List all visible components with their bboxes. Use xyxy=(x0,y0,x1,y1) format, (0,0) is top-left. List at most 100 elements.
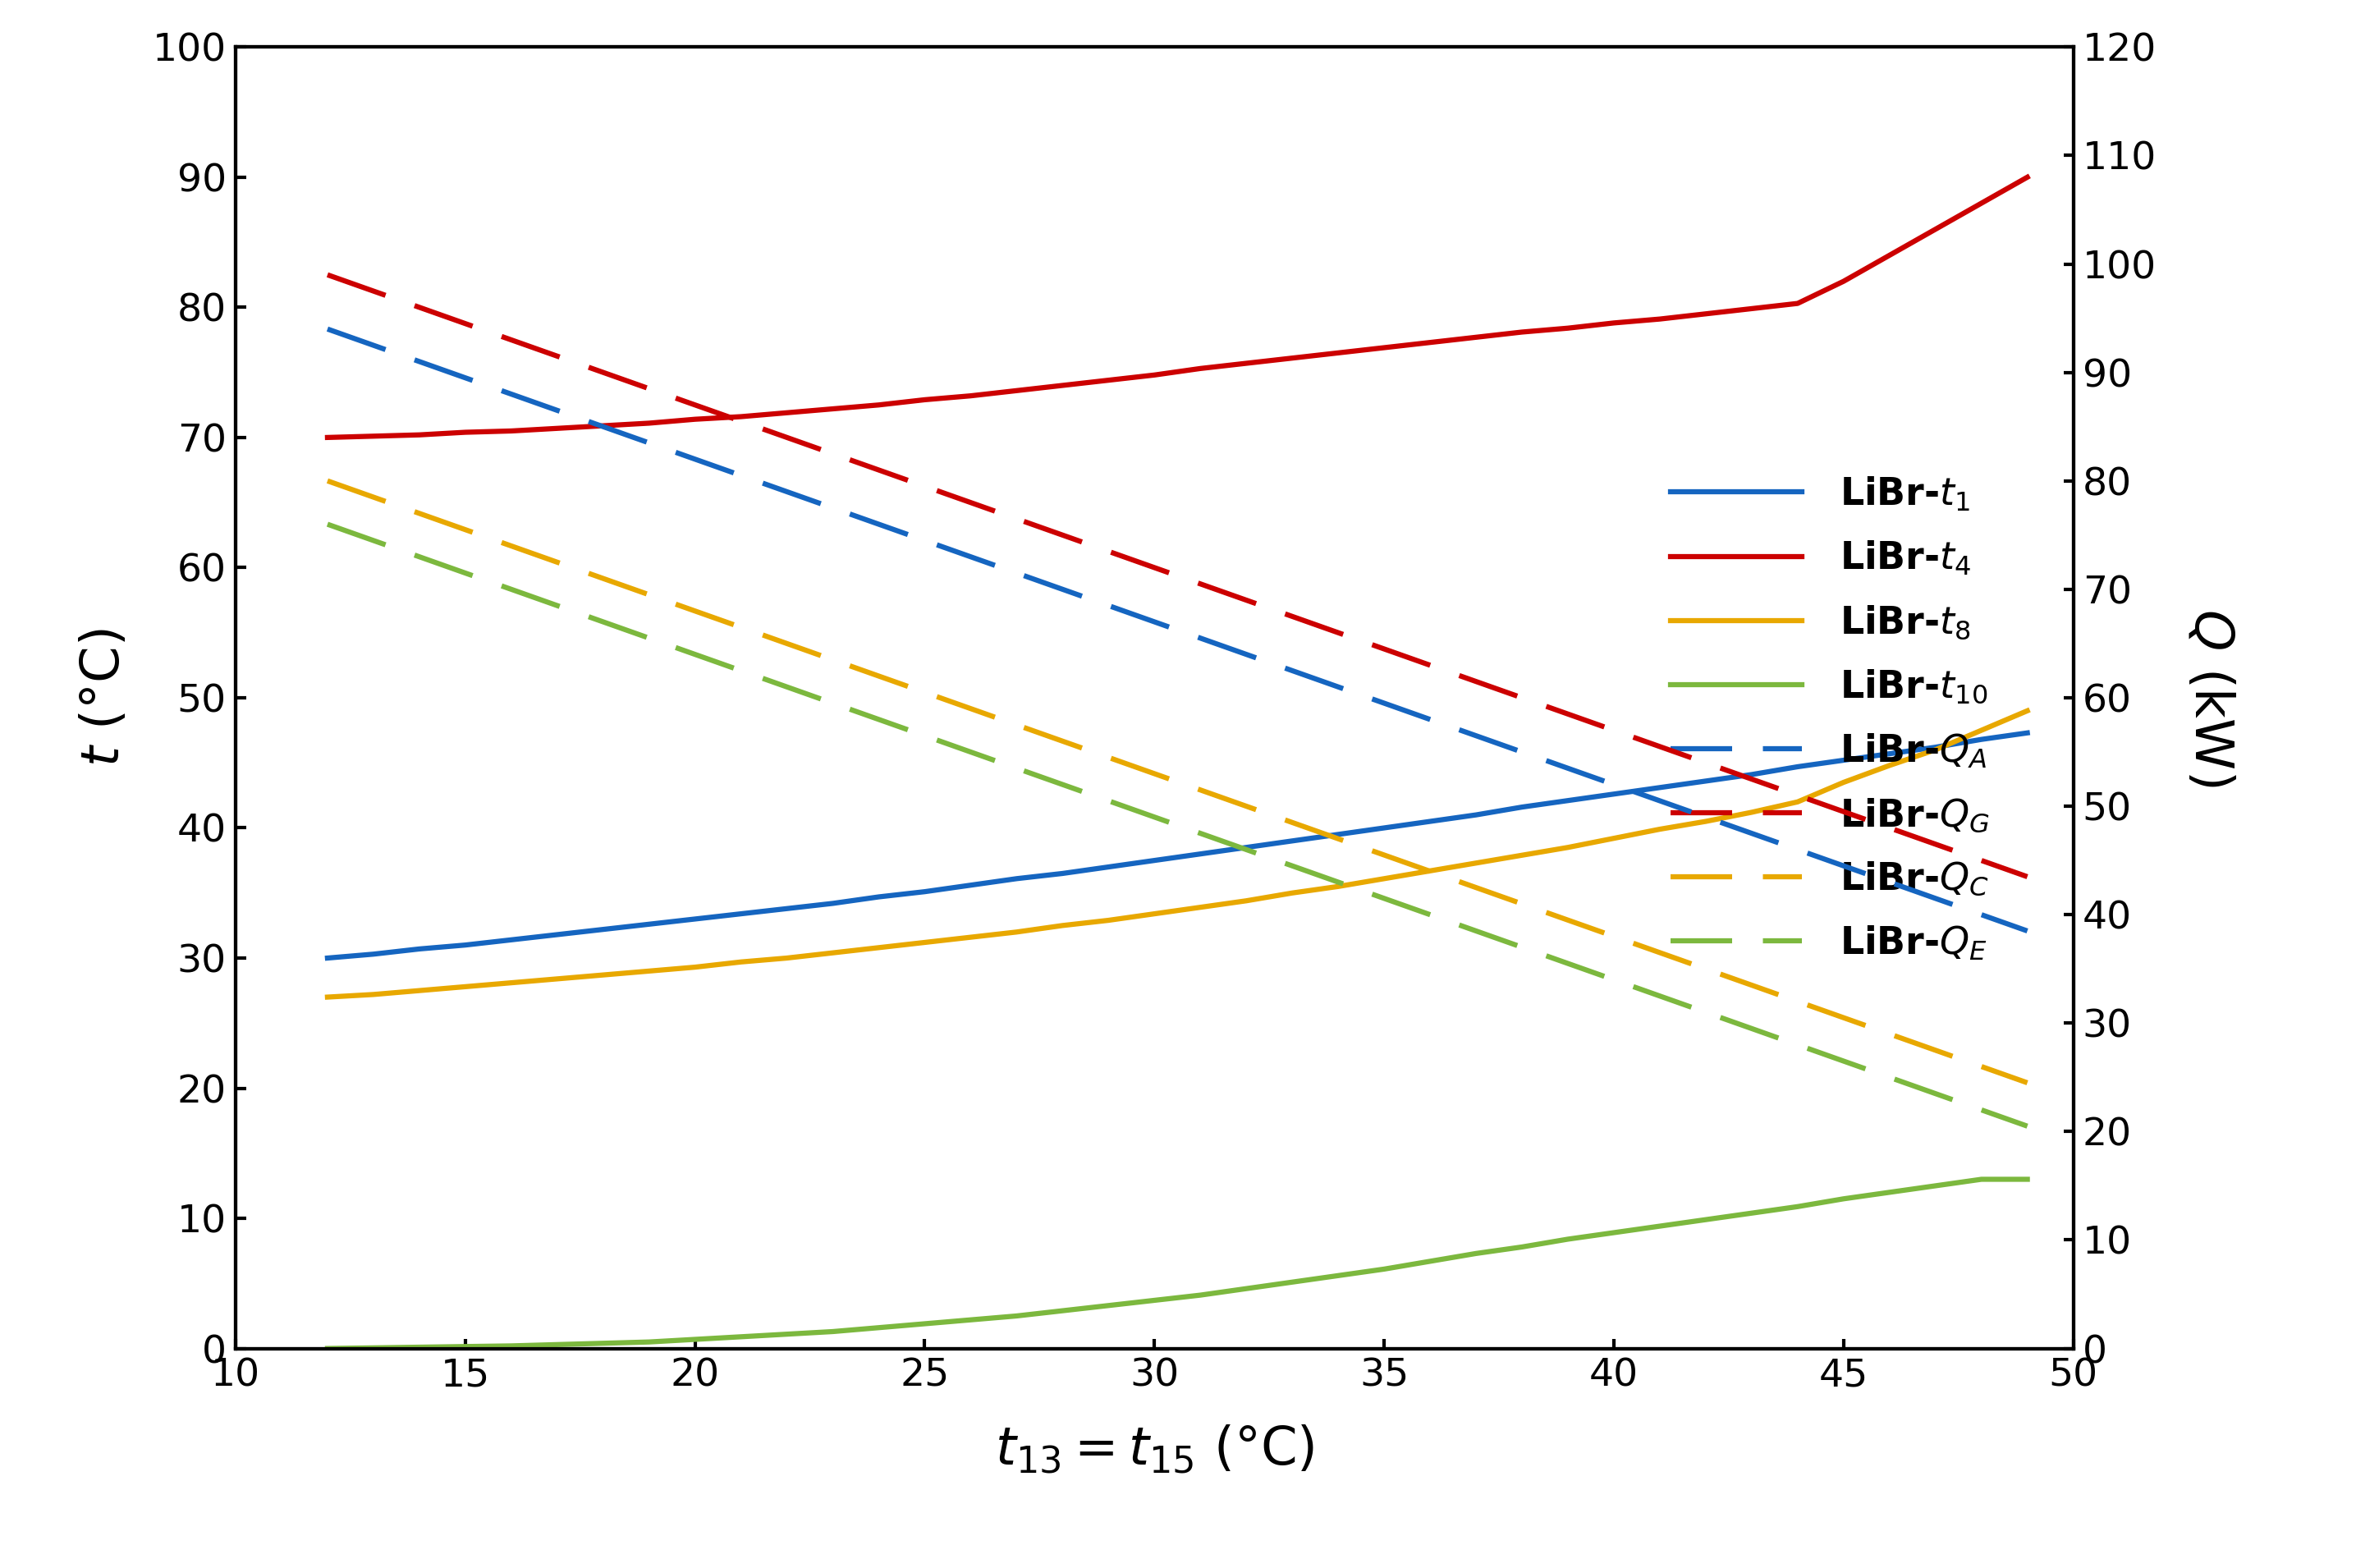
LiBr-$Q_G$ xyxy=(1967,851,1996,870)
LiBr-$t_4$ xyxy=(820,400,848,419)
LiBr-$Q_A$ xyxy=(773,483,801,502)
LiBr-$Q_C$ xyxy=(313,472,342,491)
Line: LiBr-$t_{10}$: LiBr-$t_{10}$ xyxy=(327,1179,2026,1348)
Line: LiBr-$t_8$: LiBr-$t_8$ xyxy=(327,710,2026,997)
LiBr-$Q_E$ xyxy=(1739,1019,1767,1038)
LiBr-$Q_A$ xyxy=(1600,775,1628,793)
LiBr-$Q_C$ xyxy=(728,618,756,637)
LiBr-$t_1$ xyxy=(820,894,848,913)
LiBr-$t_4$ xyxy=(865,395,893,414)
LiBr-$Q_C$ xyxy=(1831,1008,1859,1027)
LiBr-$t_1$ xyxy=(865,887,893,906)
LiBr-$t_4$ xyxy=(1783,295,1812,314)
LiBr-$t_1$ xyxy=(1048,864,1077,883)
LiBr-$t_4$ xyxy=(728,408,756,426)
LiBr-$t_{10}$ xyxy=(1461,1243,1489,1262)
LiBr-$Q_A$ xyxy=(865,514,893,533)
LiBr-$Q_A$ xyxy=(728,466,756,485)
LiBr-$Q_E$ xyxy=(1371,889,1399,908)
LiBr-$Q_A$ xyxy=(1324,677,1352,696)
LiBr-$t_{10}$ xyxy=(1739,1204,1767,1223)
LiBr-$t_{10}$ xyxy=(1324,1267,1352,1286)
LiBr-$Q_G$ xyxy=(1739,770,1767,789)
LiBr-$Q_G$ xyxy=(728,412,756,431)
LiBr-$t_1$ xyxy=(1922,739,1951,757)
LiBr-$t_1$ xyxy=(1232,837,1260,856)
Legend: LiBr-$t_1$, LiBr-$t_4$, LiBr-$t_8$, LiBr-$t_{10}$, LiBr-$Q_A$, LiBr-$Q_G$, LiBr-: LiBr-$t_1$, LiBr-$t_4$, LiBr-$t_8$, LiBr… xyxy=(1652,456,2010,982)
LiBr-$t_4$ xyxy=(1187,359,1216,378)
LiBr-$Q_G$ xyxy=(497,331,525,350)
LiBr-$t_{10}$ xyxy=(313,1339,342,1358)
LiBr-$t_8$ xyxy=(909,933,938,952)
LiBr-$Q_C$ xyxy=(681,602,709,621)
LiBr-$Q_E$ xyxy=(1048,775,1077,793)
Y-axis label: $Q\ \mathrm{(kW)}$: $Q\ \mathrm{(kW)}$ xyxy=(2184,608,2236,787)
LiBr-$Q_A$ xyxy=(1692,808,1720,826)
LiBr-$t_{10}$ xyxy=(1967,1170,1996,1189)
X-axis label: $t_{13} = t_{15}\ \mathrm{(°C)}$: $t_{13} = t_{15}\ \mathrm{(°C)}$ xyxy=(994,1424,1315,1475)
LiBr-$Q_A$ xyxy=(405,353,434,372)
LiBr-$t_8$ xyxy=(1140,905,1169,924)
LiBr-$t_4$ xyxy=(1600,314,1628,332)
LiBr-$Q_G$ xyxy=(1922,834,1951,853)
LiBr-$t_1$ xyxy=(1187,845,1216,864)
LiBr-$t_4$ xyxy=(1831,271,1859,290)
LiBr-$Q_G$ xyxy=(1508,688,1536,707)
LiBr-$t_8$ xyxy=(1783,792,1812,811)
LiBr-$Q_A$ xyxy=(1967,905,1996,924)
LiBr-$t_{10}$ xyxy=(589,1334,617,1353)
LiBr-$Q_G$ xyxy=(405,298,434,317)
LiBr-$t_8$ xyxy=(1187,898,1216,917)
LiBr-$t_8$ xyxy=(865,938,893,956)
LiBr-$Q_A$ xyxy=(1922,889,1951,908)
LiBr-$Q_E$ xyxy=(957,743,985,762)
LiBr-$t_{10}$ xyxy=(497,1336,525,1355)
LiBr-$t_4$ xyxy=(1279,348,1308,367)
LiBr-$t_1$ xyxy=(1555,792,1583,811)
LiBr-$t_4$ xyxy=(1875,246,1904,265)
LiBr-$Q_G$ xyxy=(1555,704,1583,723)
LiBr-$Q_C$ xyxy=(497,536,525,555)
LiBr-$Q_A$ xyxy=(1140,613,1169,632)
LiBr-$t_{10}$ xyxy=(1692,1210,1720,1229)
LiBr-$Q_A$ xyxy=(1416,710,1444,729)
LiBr-$Q_C$ xyxy=(2012,1074,2040,1093)
LiBr-$t_8$ xyxy=(497,974,525,993)
LiBr-$Q_C$ xyxy=(544,554,573,572)
LiBr-$Q_A$ xyxy=(452,368,481,387)
Line: LiBr-$t_1$: LiBr-$t_1$ xyxy=(327,732,2026,958)
LiBr-$Q_E$ xyxy=(865,710,893,729)
LiBr-$t_1$ xyxy=(1600,784,1628,803)
LiBr-$Q_E$ xyxy=(728,662,756,681)
LiBr-$Q_G$ xyxy=(1692,754,1720,773)
LiBr-$t_{10}$ xyxy=(1371,1259,1399,1278)
LiBr-$t_8$ xyxy=(1692,812,1720,831)
LiBr-$Q_E$ xyxy=(1831,1052,1859,1071)
LiBr-$Q_C$ xyxy=(1692,960,1720,978)
LiBr-$t_8$ xyxy=(452,977,481,996)
LiBr-$t_{10}$ xyxy=(1093,1297,1124,1316)
LiBr-$t_4$ xyxy=(773,403,801,422)
LiBr-$Q_A$ xyxy=(497,384,525,403)
LiBr-$t_{10}$ xyxy=(1048,1301,1077,1320)
LiBr-$t_4$ xyxy=(1692,304,1720,323)
LiBr-$t_4$ xyxy=(1555,318,1583,337)
LiBr-$t_{10}$ xyxy=(1555,1229,1583,1248)
LiBr-$t_1$ xyxy=(957,877,985,895)
LiBr-$Q_E$ xyxy=(1004,759,1032,778)
LiBr-$Q_G$ xyxy=(1232,591,1260,610)
LiBr-$Q_G$ xyxy=(865,461,893,480)
LiBr-$Q_C$ xyxy=(452,521,481,539)
LiBr-$t_8$ xyxy=(544,969,573,988)
LiBr-$t_4$ xyxy=(1140,365,1169,384)
LiBr-$Q_C$ xyxy=(1416,862,1444,881)
LiBr-$Q_G$ xyxy=(820,444,848,463)
LiBr-$t_1$ xyxy=(1692,771,1720,790)
LiBr-$t_{10}$ xyxy=(1508,1237,1536,1256)
LiBr-$t_1$ xyxy=(1831,751,1859,770)
LiBr-$t_4$ xyxy=(1232,354,1260,373)
LiBr-$t_1$ xyxy=(405,939,434,958)
LiBr-$t_1$ xyxy=(1093,858,1124,877)
LiBr-$Q_A$ xyxy=(1644,792,1673,811)
LiBr-$t_{10}$ xyxy=(1232,1279,1260,1298)
